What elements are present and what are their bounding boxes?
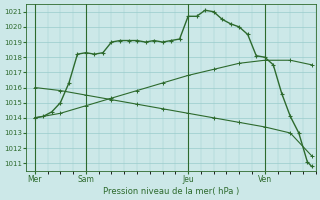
X-axis label: Pression niveau de la mer( hPa ): Pression niveau de la mer( hPa ) — [103, 187, 239, 196]
